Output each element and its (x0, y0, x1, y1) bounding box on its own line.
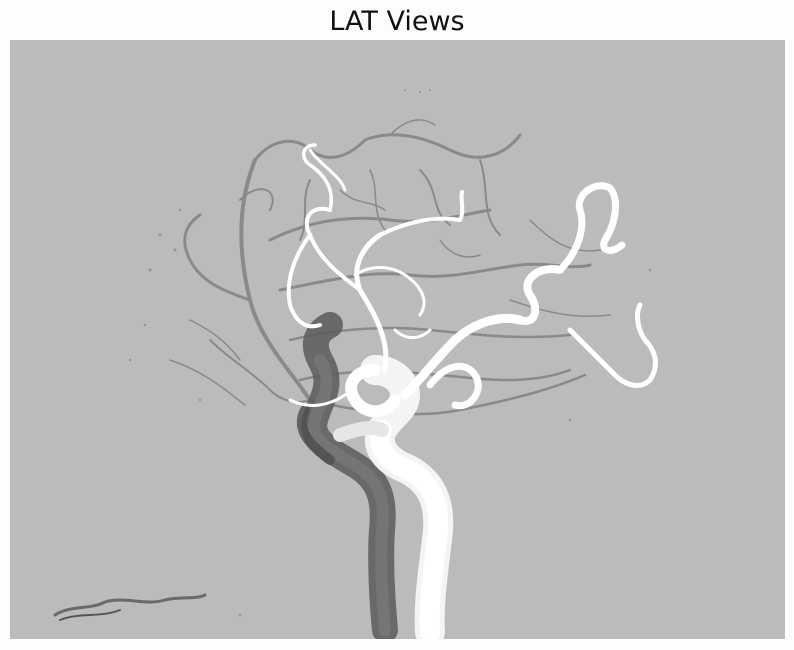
figure-title: LAT Views (329, 6, 465, 37)
angiogram-drawing (10, 40, 785, 639)
bright-cerebral-branches (286, 143, 658, 410)
lower-left-vessel-fragment (53, 593, 207, 621)
scattered-vessel-specks (128, 89, 652, 617)
angiogram-image (10, 40, 785, 639)
